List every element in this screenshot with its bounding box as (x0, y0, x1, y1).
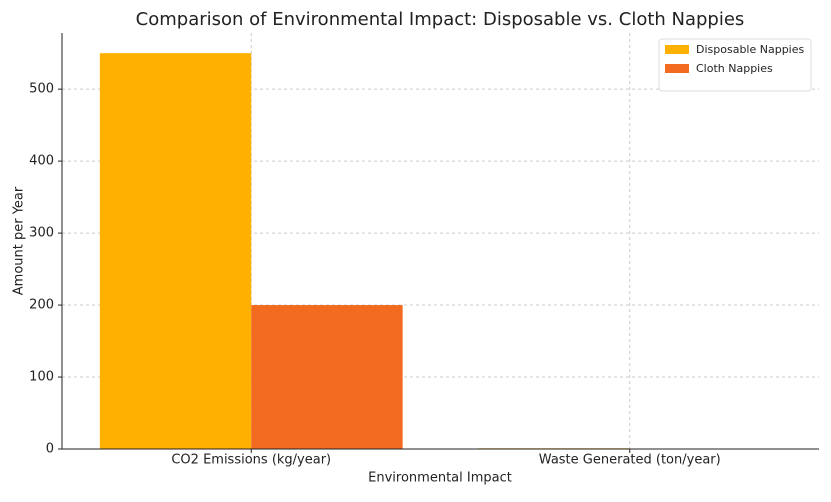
x-axis-label: Environmental Impact (368, 471, 512, 486)
y-tick-label: 400 (29, 154, 54, 169)
y-tick-label: 0 (46, 442, 54, 457)
y-tick-label: 300 (29, 226, 54, 241)
chart-title: Comparison of Environmental Impact: Disp… (136, 9, 745, 30)
bar (100, 53, 251, 449)
bar (251, 305, 402, 449)
y-tick-label: 500 (29, 82, 54, 97)
legend-label: Disposable Nappies (696, 43, 805, 56)
x-tick-label: CO2 Emissions (kg/year) (171, 453, 331, 468)
legend-swatch (665, 45, 689, 54)
y-axis-label: Amount per Year (12, 186, 27, 295)
legend-label: Cloth Nappies (696, 62, 773, 75)
x-tick-label: Waste Generated (ton/year) (539, 453, 721, 468)
legend-swatch (665, 64, 689, 73)
y-tick-label: 100 (29, 370, 54, 385)
y-tick-label: 200 (29, 298, 54, 313)
